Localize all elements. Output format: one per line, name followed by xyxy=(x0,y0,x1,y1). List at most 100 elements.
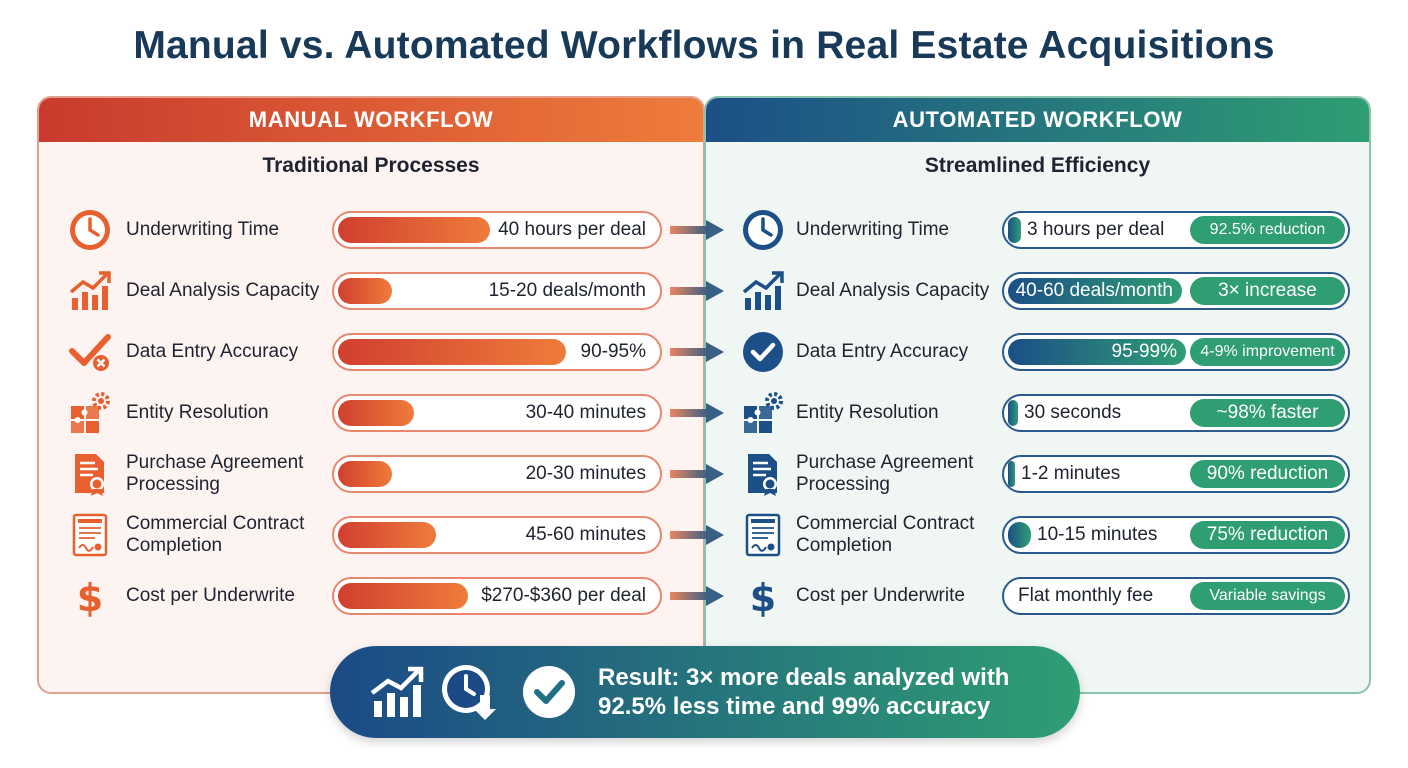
arrow-right-icon xyxy=(670,217,728,243)
automated-row: Underwriting Time 3 hours per deal 92.5% r… xyxy=(706,205,1369,255)
result-banner: Result: 3× more deals analyzed with 92.5… xyxy=(330,646,1080,738)
manual-workflow-header: MANUAL WORKFLOW xyxy=(39,98,703,142)
puzzle-gear-icon xyxy=(67,390,113,436)
manual-bar-fill xyxy=(338,583,468,609)
automated-value-bar: Flat monthly fee Variable savings xyxy=(1002,577,1350,615)
page-title: Manual vs. Automated Workflows in Real E… xyxy=(133,24,1275,67)
manual-value: 45-60 minutes xyxy=(525,524,646,545)
arrow-right-icon xyxy=(670,461,728,487)
manual-value: 30-40 minutes xyxy=(525,402,646,423)
growth-chart-icon xyxy=(740,268,786,314)
manual-row: Deal Analysis Capacity 15-20 deals/month xyxy=(39,266,703,316)
result-line-2: 92.5% less time and 99% accuracy xyxy=(598,693,991,720)
improvement-badge: ~98% faster xyxy=(1190,399,1345,427)
clock-icon xyxy=(740,207,786,253)
manual-row: Purchase Agreement Processing 20-30 minut… xyxy=(39,449,703,499)
manual-value-bar: 15-20 deals/month xyxy=(332,272,662,310)
dollar-icon: $ xyxy=(740,573,786,619)
automated-row: Entity Resolution 30 seconds ~98% faster xyxy=(706,388,1369,438)
arrow-right-icon xyxy=(670,400,728,426)
metric-label: Entity Resolution xyxy=(126,402,269,423)
manual-value: 40 hours per deal xyxy=(498,219,646,240)
automated-value-bar: 1-2 minutes 90% reduction xyxy=(1002,455,1350,493)
automated-bar-fill xyxy=(1008,278,1182,304)
manual-row: $ Cost per Underwrite $270-$360 per deal xyxy=(39,571,703,621)
improvement-badge: Variable savings xyxy=(1190,582,1345,610)
metric-label: Purchase Agreement Processing xyxy=(796,452,974,495)
automated-value-bar: 95-99% 4-9% improvement xyxy=(1002,333,1350,371)
manual-bar-fill xyxy=(338,400,414,426)
growth-chart-icon xyxy=(368,663,426,721)
puzzle-gear-icon xyxy=(740,390,786,436)
manual-value: 90-95% xyxy=(580,341,647,362)
manual-value-bar: 40 hours per deal xyxy=(332,211,662,249)
manual-bar-fill xyxy=(338,339,566,365)
metric-label: Underwriting Time xyxy=(796,219,950,240)
improvement-badge: 90% reduction xyxy=(1190,460,1345,488)
metric-label: Deal Analysis Capacity xyxy=(126,280,320,301)
automated-row: Purchase Agreement Processing 1-2 minutes… xyxy=(706,449,1369,499)
metric-label: Commercial Contract Completion xyxy=(796,513,975,556)
improvement-badge: 75% reduction xyxy=(1190,521,1345,549)
manual-bar-fill xyxy=(338,522,436,548)
check-circle-icon xyxy=(520,663,578,721)
automated-value-bar: 30 seconds ~98% faster xyxy=(1002,394,1350,432)
automated-value-bar: 10-15 minutes 75% reduction xyxy=(1002,516,1350,554)
check-circle-icon xyxy=(740,329,786,375)
automated-workflow-header: AUTOMATED WORKFLOW xyxy=(706,98,1369,142)
metric-label: Data Entry Accuracy xyxy=(126,341,299,362)
automated-bar-fill xyxy=(1008,461,1015,487)
automated-value: Flat monthly fee xyxy=(1018,585,1154,606)
result-text: Result: 3× more deals analyzed with 92.5… xyxy=(598,663,1058,721)
metric-label: Deal Analysis Capacity xyxy=(796,280,990,301)
metric-label: Purchase Agreement Processing xyxy=(126,452,304,495)
automated-value-bar: 40-60 deals/month 3× increase xyxy=(1002,272,1350,310)
manual-value-bar: 90-95% xyxy=(332,333,662,371)
arrow-right-icon xyxy=(670,522,728,548)
automated-value: 40-60 deals/month xyxy=(1015,280,1173,301)
manual-row: Commercial Contract Completion 45-60 minu… xyxy=(39,510,703,560)
improvement-badge: 92.5% reduction xyxy=(1190,216,1345,244)
automated-row: Data Entry Accuracy 95-99% 4-9% improvemen… xyxy=(706,327,1369,377)
result-line-1: Result: 3× more deals analyzed with xyxy=(598,664,1010,691)
manual-value-bar: 45-60 minutes xyxy=(332,516,662,554)
automated-row: Commercial Contract Completion 10-15 minu… xyxy=(706,510,1369,560)
manual-value-bar: $270-$360 per deal xyxy=(332,577,662,615)
manual-row: Data Entry Accuracy 90-95% xyxy=(39,327,703,377)
improvement-badge: 4-9% improvement xyxy=(1190,338,1345,366)
metric-label: Cost per Underwrite xyxy=(796,585,965,606)
metric-label: Data Entry Accuracy xyxy=(796,341,969,362)
clock-down-arrow-icon xyxy=(440,663,498,721)
manual-value: 20-30 minutes xyxy=(525,463,646,484)
svg-text:$: $ xyxy=(77,576,103,619)
document-seal-icon xyxy=(67,451,113,497)
automated-bar-fill xyxy=(1008,339,1186,365)
clock-icon xyxy=(67,207,113,253)
manual-value: 15-20 deals/month xyxy=(488,280,646,301)
checkmark-x-icon xyxy=(67,329,113,375)
automated-value: 10-15 minutes xyxy=(1037,524,1158,545)
contract-icon xyxy=(67,512,113,558)
automated-value: 30 seconds xyxy=(1024,402,1122,423)
arrow-right-icon xyxy=(670,583,728,609)
arrow-right-icon xyxy=(670,278,728,304)
arrow-right-icon xyxy=(670,339,728,365)
automated-row: Deal Analysis Capacity 40-60 deals/month 3… xyxy=(706,266,1369,316)
document-seal-icon xyxy=(740,451,786,497)
manual-value-bar: 30-40 minutes xyxy=(332,394,662,432)
metric-label: Commercial Contract Completion xyxy=(126,513,305,556)
automated-bar-fill xyxy=(1008,400,1018,426)
manual-bar-fill xyxy=(338,217,490,243)
manual-workflow-panel: MANUAL WORKFLOW Traditional Processes Un… xyxy=(37,96,705,694)
manual-value-bar: 20-30 minutes xyxy=(332,455,662,493)
automated-value: 95-99% xyxy=(1111,341,1178,362)
dollar-icon: $ xyxy=(67,573,113,619)
automated-bar-fill xyxy=(1008,217,1021,243)
automated-row: $ Cost per Underwrite Flat monthly fee Vari… xyxy=(706,571,1369,621)
manual-bar-fill xyxy=(338,278,392,304)
metric-label: Cost per Underwrite xyxy=(126,585,295,606)
contract-icon xyxy=(740,512,786,558)
improvement-badge: 3× increase xyxy=(1190,277,1345,305)
manual-workflow-subtitle: Traditional Processes xyxy=(262,154,480,177)
automated-workflow-subtitle: Streamlined Efficiency xyxy=(924,154,1151,177)
